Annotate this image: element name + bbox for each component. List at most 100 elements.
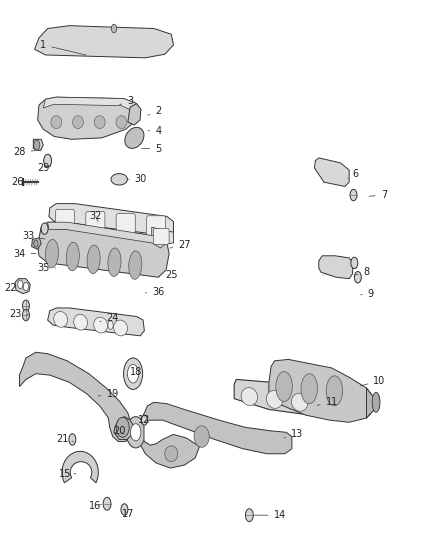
Text: 15: 15 <box>59 469 76 479</box>
Ellipse shape <box>116 417 129 437</box>
Text: 20: 20 <box>113 426 125 436</box>
Ellipse shape <box>125 127 144 148</box>
Polygon shape <box>367 388 379 418</box>
Text: 2: 2 <box>148 106 161 116</box>
Ellipse shape <box>276 372 292 401</box>
Polygon shape <box>128 103 141 125</box>
Ellipse shape <box>116 116 127 128</box>
Circle shape <box>22 309 29 321</box>
Circle shape <box>34 140 40 150</box>
Text: 12: 12 <box>138 415 151 425</box>
Text: 27: 27 <box>170 240 191 250</box>
Text: 18: 18 <box>127 367 143 376</box>
Text: 25: 25 <box>159 270 177 280</box>
Text: 16: 16 <box>89 501 102 511</box>
Ellipse shape <box>372 392 380 413</box>
FancyBboxPatch shape <box>116 214 135 233</box>
Ellipse shape <box>74 314 88 330</box>
Text: 32: 32 <box>89 212 102 222</box>
Polygon shape <box>15 279 30 294</box>
Circle shape <box>350 189 357 201</box>
Text: 10: 10 <box>360 376 385 386</box>
Text: 1: 1 <box>40 40 86 55</box>
Polygon shape <box>269 359 373 422</box>
FancyBboxPatch shape <box>147 216 166 236</box>
Text: 19: 19 <box>98 389 119 399</box>
Polygon shape <box>43 97 137 111</box>
Polygon shape <box>234 379 349 418</box>
Circle shape <box>69 434 76 445</box>
Polygon shape <box>62 451 99 483</box>
Ellipse shape <box>94 116 105 128</box>
Text: 28: 28 <box>13 147 39 157</box>
Ellipse shape <box>326 376 343 406</box>
Circle shape <box>124 358 143 390</box>
Text: 4: 4 <box>148 126 161 136</box>
Polygon shape <box>319 256 353 279</box>
Polygon shape <box>48 308 145 336</box>
Text: 26: 26 <box>11 177 30 187</box>
Text: 24: 24 <box>100 313 119 323</box>
Text: 29: 29 <box>37 163 49 173</box>
Ellipse shape <box>73 116 83 128</box>
Text: 7: 7 <box>369 190 387 200</box>
Text: 36: 36 <box>145 287 164 296</box>
Polygon shape <box>33 139 43 151</box>
Circle shape <box>44 154 52 167</box>
Circle shape <box>34 240 38 247</box>
Circle shape <box>131 424 141 441</box>
Text: 9: 9 <box>360 289 374 298</box>
Polygon shape <box>38 222 169 277</box>
Ellipse shape <box>51 116 62 128</box>
Text: 8: 8 <box>354 267 370 277</box>
FancyBboxPatch shape <box>86 212 105 231</box>
Ellipse shape <box>165 446 178 462</box>
Circle shape <box>103 497 111 510</box>
Text: 30: 30 <box>128 174 147 184</box>
Polygon shape <box>38 97 139 139</box>
Text: 23: 23 <box>9 309 28 319</box>
Text: 21: 21 <box>57 434 74 445</box>
FancyBboxPatch shape <box>153 229 169 244</box>
Text: 6: 6 <box>347 168 359 179</box>
Polygon shape <box>35 26 173 58</box>
Polygon shape <box>126 361 140 386</box>
Polygon shape <box>114 417 133 439</box>
Ellipse shape <box>108 248 121 277</box>
Text: 11: 11 <box>317 397 338 407</box>
Circle shape <box>351 257 358 269</box>
Circle shape <box>41 223 48 235</box>
Ellipse shape <box>194 426 209 447</box>
Text: 35: 35 <box>37 263 56 273</box>
Polygon shape <box>48 222 167 248</box>
Ellipse shape <box>301 374 318 403</box>
Ellipse shape <box>129 251 142 279</box>
Polygon shape <box>139 402 292 468</box>
Circle shape <box>354 271 361 283</box>
Circle shape <box>127 365 139 383</box>
Ellipse shape <box>241 387 258 406</box>
Circle shape <box>111 24 117 33</box>
Ellipse shape <box>111 174 127 185</box>
Circle shape <box>245 509 253 522</box>
Polygon shape <box>126 417 144 448</box>
Circle shape <box>121 504 128 515</box>
FancyBboxPatch shape <box>56 209 74 229</box>
Polygon shape <box>152 227 173 245</box>
Ellipse shape <box>291 393 308 411</box>
Text: 17: 17 <box>122 510 134 520</box>
Ellipse shape <box>46 239 59 268</box>
Circle shape <box>22 300 29 311</box>
Text: 34: 34 <box>13 248 36 259</box>
Ellipse shape <box>66 243 79 271</box>
Polygon shape <box>32 238 41 249</box>
Text: 14: 14 <box>254 510 286 520</box>
Ellipse shape <box>87 245 100 273</box>
Polygon shape <box>49 204 173 236</box>
Circle shape <box>23 282 28 291</box>
Circle shape <box>108 321 113 329</box>
Ellipse shape <box>113 320 127 336</box>
Polygon shape <box>19 352 131 441</box>
Ellipse shape <box>54 311 67 327</box>
Text: 13: 13 <box>284 430 303 439</box>
